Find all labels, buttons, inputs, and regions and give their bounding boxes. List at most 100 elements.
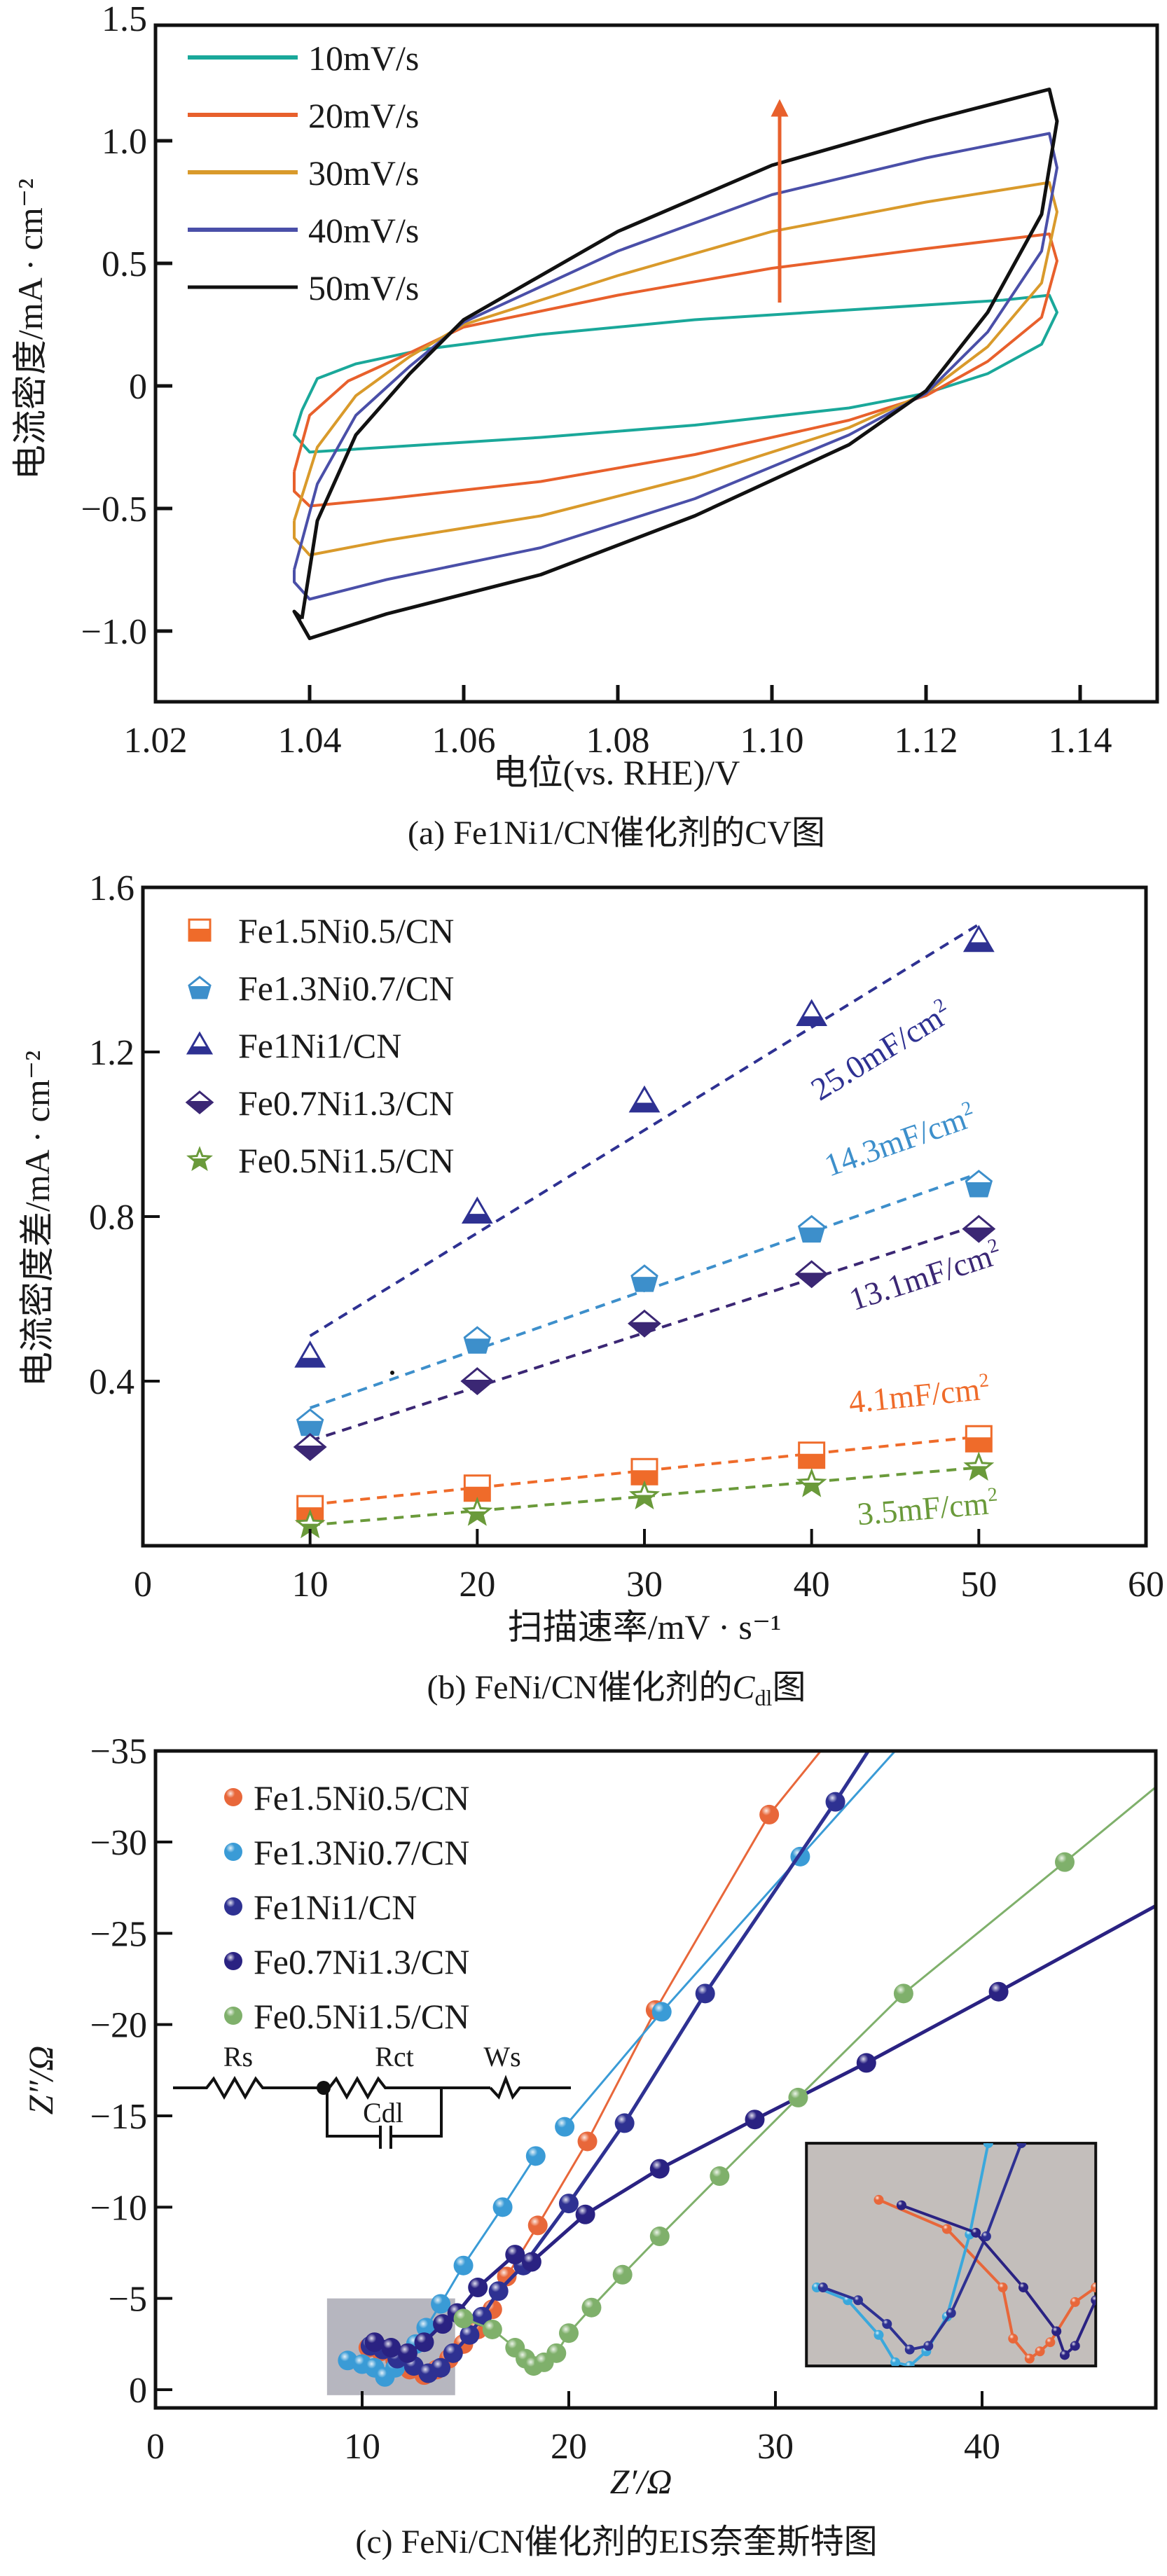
point-highlight [453, 2308, 474, 2329]
data-point [649, 2227, 670, 2247]
square-marker [630, 1457, 658, 1486]
data-point [224, 2007, 242, 2025]
data-point [1091, 2295, 1096, 2306]
pentagon-marker [296, 1408, 324, 1436]
diamond-marker [628, 1309, 661, 1338]
inset-box [805, 2142, 1098, 2368]
data-point [983, 2143, 993, 2149]
y-tick-label: −25 [90, 1914, 147, 1954]
point-highlight [873, 2194, 884, 2205]
point-highlight [649, 2227, 670, 2247]
inset-series-Fe0.7Ni1.3-CN [896, 2200, 1096, 2360]
marker-fill [632, 1277, 657, 1292]
point-highlight [759, 1804, 780, 1824]
data-point [896, 2200, 906, 2210]
point-highlight [1008, 2334, 1018, 2344]
point-highlight [983, 2143, 993, 2149]
marker-fill [963, 1227, 994, 1242]
data-point [453, 2255, 474, 2276]
x-tick-label: 20 [459, 1565, 495, 1605]
marker-fill [462, 1380, 492, 1394]
fit-lines [309, 923, 980, 1527]
y-tick-label: −35 [90, 1732, 147, 1772]
y-tick-label: −0.5 [81, 490, 147, 529]
legend-item: 50mV/s [188, 268, 419, 307]
point-highlight [224, 1843, 242, 1861]
point-highlight [381, 2338, 401, 2358]
data-point [1055, 1852, 1075, 1872]
slope-value: 3.5mF/cm [856, 1486, 990, 1532]
point-highlight [364, 2332, 385, 2353]
legend-label: Fe0.5Ni1.5/CN [238, 1141, 454, 1180]
data-point [460, 2325, 480, 2345]
panel-caption: (a) Fe1Ni1/CN催化剂的CV图 [408, 815, 825, 852]
marker-fill [969, 1466, 988, 1479]
y-tick-label: 0.8 [89, 1198, 134, 1238]
slope-superscript: 2 [987, 1483, 999, 1506]
data-point [1070, 2297, 1080, 2307]
x-tick-label: 0 [134, 1565, 152, 1605]
x-tick-label: 20 [551, 2427, 587, 2467]
data-point [1016, 2143, 1027, 2149]
diamond-marker [185, 1090, 214, 1114]
star-marker [186, 1146, 213, 1172]
point-highlight [460, 2325, 480, 2345]
cv-series-group [292, 88, 1059, 640]
diamond-marker [962, 1214, 996, 1243]
data-point [614, 2113, 635, 2133]
data-point [224, 1897, 242, 1916]
data-point [941, 2224, 952, 2234]
x-tick-label: 1.04 [278, 721, 342, 761]
point-highlight [971, 2227, 981, 2238]
point-highlight [559, 2323, 579, 2343]
point-highlight [224, 1952, 242, 1970]
square-marker [965, 1425, 993, 1453]
legend-item: Fe0.7Ni1.3/CN [224, 1942, 469, 1981]
point-highlight [1070, 2341, 1080, 2351]
legend-item: Fe1.5Ni0.5/CN [188, 911, 454, 950]
triangle-marker [186, 1031, 214, 1055]
data-point [981, 2231, 991, 2242]
x-tick-label: 10 [344, 2427, 380, 2467]
panel-a-cv: 1.02 1.04 1.06 1.08 1.10 1.12 1.14 1.5 1.0 0.5 0 −0… [11, 0, 1159, 852]
data-point [505, 2245, 525, 2265]
marker-fill [188, 1046, 212, 1053]
legend-label: Fe1.5Ni0.5/CN [238, 911, 454, 950]
data-point [414, 2332, 434, 2353]
marker-fill [187, 1101, 212, 1113]
data-point [577, 2131, 598, 2152]
panel-caption: (b) FeNi/CN催化剂的Cdl图 [427, 1669, 806, 1710]
point-highlight [224, 2007, 242, 2025]
point-highlight [482, 2319, 502, 2339]
data-point [488, 2281, 509, 2301]
point-highlight [904, 2344, 915, 2355]
data-point [649, 2159, 670, 2179]
data-point [581, 2297, 602, 2318]
panel-b-cdl: 4.1mF/cm214.3mF/cm225.0mF/cm213.1mF/cm23… [18, 868, 1164, 1710]
star-marker [462, 1496, 493, 1526]
x-tick-label: 1.02 [124, 721, 188, 761]
point-highlight [521, 2252, 541, 2272]
y-tick-label: −10 [90, 2188, 147, 2228]
data-point [759, 1804, 780, 1824]
y-axis-title: Z″/Ω [21, 2046, 60, 2115]
legend-label: Fe1.3Ni0.7/CN [254, 1833, 469, 1872]
equivalent-circuit: Rs Rct Ws Cdl [173, 2041, 571, 2149]
legend-item: Fe0.5Ni1.5/CN [186, 1141, 454, 1180]
legend: Fe1.5Ni0.5/CN Fe1.3Ni0.7/CN Fe1Ni1/CN Fe0.7… [224, 1778, 469, 2036]
series-layer [338, 1751, 1156, 2387]
inset-layer [812, 2143, 1096, 2367]
marker-fill [464, 1338, 490, 1353]
triangle-marker [461, 1196, 493, 1224]
legend-label: Fe0.5Ni1.5/CN [254, 1997, 469, 2036]
point-highlight [745, 2110, 765, 2130]
stray-dot [390, 1371, 394, 1375]
legend-item: Fe1Ni1/CN [224, 1888, 417, 1927]
x-tick-label: 1.10 [740, 721, 804, 761]
marker-fill [966, 1182, 991, 1196]
marker-fill [802, 1482, 821, 1495]
slope-label: 3.5mF/cm2 [856, 1483, 1000, 1532]
x-axis-title: Z′/Ω [610, 2462, 672, 2501]
x-tick-label: 40 [794, 1565, 830, 1605]
